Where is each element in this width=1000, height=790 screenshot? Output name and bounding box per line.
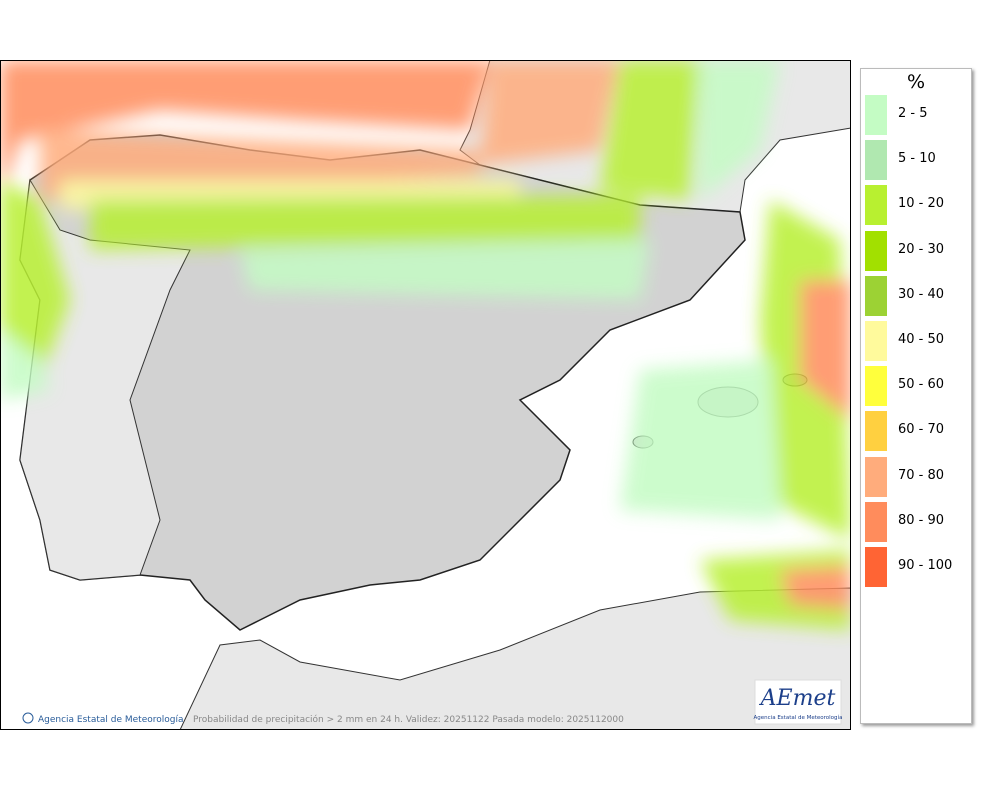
logo-subtitle: Agencia Estatal de Meteorología	[754, 714, 843, 721]
legend-item: 5 - 10	[865, 140, 969, 181]
legend-item: 60 - 70	[865, 411, 969, 452]
legend-item: 90 - 100	[865, 547, 969, 587]
legend-label: 90 - 100	[898, 558, 953, 573]
legend-item: 20 - 30	[865, 230, 969, 271]
legend-item: 70 - 80	[865, 456, 969, 497]
legend-swatch	[865, 275, 887, 316]
legend-item: 50 - 60	[865, 366, 969, 407]
legend: % 2 - 5 5 - 10 10 - 20 20 - 30 30 - 40 40 - 5…	[860, 68, 972, 724]
legend-label: 40 - 50	[898, 332, 945, 347]
legend-label: 20 - 30	[898, 241, 945, 257]
legend-label: 70 - 80	[898, 467, 945, 483]
credit: Agencia Estatal de Meteorología	[38, 715, 184, 725]
legend-label: 30 - 40	[898, 286, 945, 302]
legend-swatch	[865, 321, 887, 361]
legend-label: 2 - 5	[898, 106, 928, 121]
legend-label: 80 - 90	[898, 512, 945, 528]
legend-swatch	[865, 230, 887, 271]
legend-swatch	[865, 547, 887, 587]
legend-item: 80 - 90	[865, 501, 969, 542]
legend-item: 30 - 40	[865, 275, 969, 316]
legend-title: %	[906, 71, 926, 93]
legend-item: 10 - 20	[865, 185, 969, 226]
legend-swatch	[865, 456, 887, 497]
logo	[754, 679, 842, 725]
legend-swatch	[865, 501, 887, 542]
legend-swatch	[865, 140, 887, 181]
legend-label: 50 - 60	[898, 377, 945, 393]
legend-swatch	[865, 366, 887, 407]
legend-label: 10 - 20	[898, 196, 945, 212]
caption: Probabilidad de precipitación > 2 mm en …	[193, 714, 624, 725]
logo-name: AEmet	[759, 686, 836, 711]
legend-swatch	[865, 95, 887, 135]
map: Agencia Estatal de Meteorología Probabil…	[0, 60, 851, 730]
copyright-icon	[22, 712, 34, 724]
legend-label: 60 - 70	[898, 422, 945, 438]
legend-label: 5 - 10	[898, 151, 936, 167]
legend-item: 2 - 5	[865, 95, 969, 135]
legend-swatch	[865, 185, 887, 226]
legend-swatch	[865, 411, 887, 452]
legend-item: 40 - 50	[865, 321, 969, 361]
